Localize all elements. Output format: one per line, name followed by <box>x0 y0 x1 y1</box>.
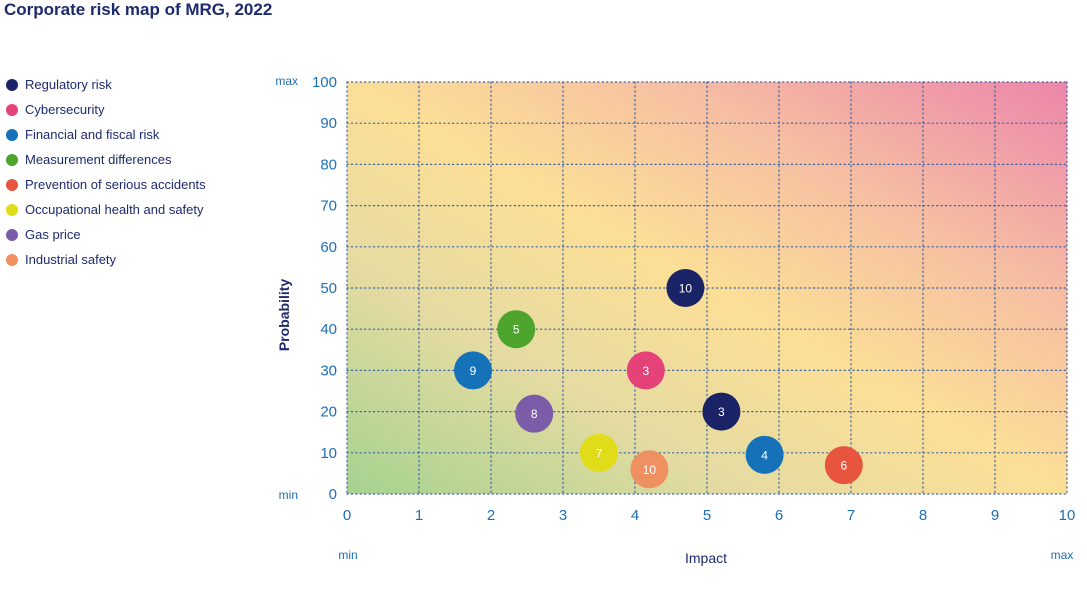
risk-marker <box>666 269 705 307</box>
risk-point: 4 <box>745 435 784 474</box>
x-tick-label: 4 <box>631 507 639 524</box>
legend-marker <box>6 203 18 216</box>
risk-point-label: 3 <box>718 405 725 419</box>
y-tick-label: 40 <box>320 321 337 338</box>
legend-label: Prevention of serious accidents <box>25 177 206 192</box>
legend-label: Cybersecurity <box>25 102 105 117</box>
risk-point-label: 5 <box>513 323 520 337</box>
risk-marker <box>580 433 618 472</box>
legend-item: Regulatory risk <box>6 72 206 97</box>
legend-item: Industrial safety <box>6 247 206 272</box>
risk-marker <box>824 446 863 485</box>
x-axis-label: Impact <box>685 550 727 566</box>
x-min-label: min <box>338 548 357 562</box>
risk-marker <box>630 450 669 489</box>
risk-point-label: 7 <box>596 446 603 460</box>
y-min-label: min <box>279 488 298 502</box>
y-tick-label: 50 <box>320 280 337 297</box>
risk-point-label: 6 <box>840 459 847 473</box>
risk-point: 10 <box>630 450 669 489</box>
y-axis-label: Probability <box>276 279 292 352</box>
grid <box>346 81 1068 495</box>
risk-marker <box>745 435 784 474</box>
x-tick-label: 8 <box>919 507 927 524</box>
legend-marker <box>6 103 18 116</box>
x-tick-label: 9 <box>991 507 999 524</box>
y-max-label: max <box>275 74 298 88</box>
data-points: 10 3 3 9 4 5 6 7 8 10 <box>454 269 863 489</box>
y-tick-label: 20 <box>320 404 337 421</box>
legend-marker <box>6 253 18 266</box>
y-tick-label: 90 <box>320 115 337 132</box>
risk-point-label: 10 <box>643 463 657 477</box>
legend-label: Measurement differences <box>25 152 172 167</box>
risk-marker <box>454 351 492 390</box>
y-tick-label: 10 <box>320 445 337 462</box>
chart-title: Corporate risk map of MRG, 2022 <box>4 0 273 19</box>
x-tick-label: 2 <box>487 507 495 524</box>
x-tick-label: 5 <box>703 507 711 524</box>
x-tick-label: 3 <box>559 507 567 524</box>
x-tick-label: 7 <box>847 507 855 524</box>
x-tick-label: 6 <box>775 507 783 524</box>
risk-point: 8 <box>515 394 554 433</box>
risk-point: 3 <box>702 392 741 431</box>
x-tick-label: 10 <box>1059 507 1076 524</box>
risk-point-label: 10 <box>679 282 693 296</box>
legend-item: Prevention of serious accidents <box>6 172 206 197</box>
risk-marker <box>497 310 536 349</box>
y-tick-label: 60 <box>320 239 337 256</box>
y-tick-label: 80 <box>320 156 337 173</box>
legend-marker <box>6 178 18 191</box>
risk-point-label: 8 <box>531 407 538 421</box>
legend-item: Measurement differences <box>6 147 206 172</box>
risk-marker <box>515 394 554 433</box>
legend-item: Cybersecurity <box>6 97 206 122</box>
x-tick-label: 0 <box>343 507 351 524</box>
legend-label: Financial and fiscal risk <box>25 127 160 142</box>
legend-marker <box>6 78 18 91</box>
risk-point: 10 <box>666 269 705 307</box>
y-tick-label: 70 <box>320 198 337 215</box>
legend-label: Industrial safety <box>25 252 117 267</box>
legend-marker <box>6 228 18 241</box>
risk-point-label: 4 <box>761 448 768 462</box>
risk-point: 9 <box>454 351 492 390</box>
y-tick-label: 30 <box>320 362 337 379</box>
legend: Regulatory risk Cybersecurity Financial an… <box>6 72 206 272</box>
legend-item: Gas price <box>6 222 206 247</box>
x-max-label: max <box>1051 548 1074 562</box>
y-tick-label: 0 <box>329 486 337 503</box>
y-tick-label: 100 <box>312 74 337 91</box>
legend-label: Gas price <box>25 227 81 242</box>
risk-marker <box>702 392 741 431</box>
risk-point-label: 3 <box>642 364 649 378</box>
legend-marker <box>6 153 18 166</box>
legend-label: Occupational health and safety <box>25 202 204 217</box>
risk-point-label: 9 <box>470 364 477 378</box>
risk-point: 5 <box>497 310 536 349</box>
legend-item: Financial and fiscal risk <box>6 122 206 147</box>
legend-label: Regulatory risk <box>25 77 112 92</box>
risk-marker <box>626 351 665 390</box>
risk-point: 7 <box>580 433 618 472</box>
legend-marker <box>6 128 18 141</box>
x-tick-label: 1 <box>415 507 423 524</box>
legend-item: Occupational health and safety <box>6 197 206 222</box>
risk-point: 6 <box>824 446 863 485</box>
risk-point: 3 <box>626 351 665 390</box>
